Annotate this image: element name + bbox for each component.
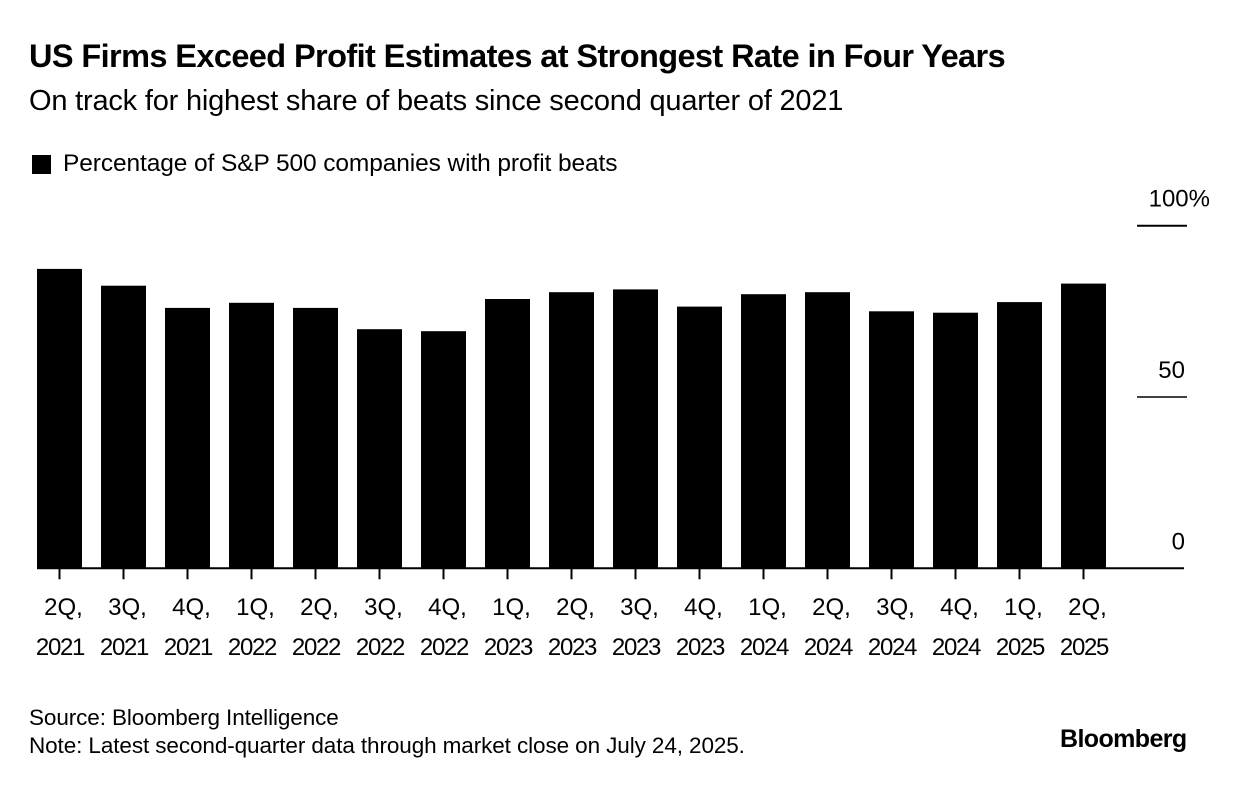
- bar-3Q-2024: [869, 311, 914, 569]
- x-tick-label-quarter: 2Q,: [1068, 594, 1107, 621]
- legend: Percentage of S&P 500 companies with pro…: [32, 149, 618, 178]
- bar-4Q-2023: [677, 306, 722, 569]
- y-axis: 100% 50 0: [1137, 186, 1210, 555]
- footnote: Note: Latest second-quarter data through…: [29, 733, 745, 758]
- bar-1Q-2023: [485, 299, 530, 569]
- x-tick-label-quarter: 3Q,: [876, 594, 915, 621]
- bar-3Q-2023: [613, 289, 658, 569]
- x-tick-label-year: 2023: [548, 634, 597, 661]
- x-tick-label-year: 2024: [932, 634, 981, 661]
- bar-1Q-2025: [997, 302, 1042, 569]
- bar-3Q-2022: [357, 329, 402, 569]
- bar-2Q-2023: [549, 292, 594, 569]
- x-tick-label-year: 2024: [804, 634, 853, 661]
- x-tick-label-year: 2023: [612, 634, 661, 661]
- x-tick-label-year: 2024: [868, 634, 917, 661]
- source-note: Source: Bloomberg Intelligence: [29, 705, 339, 730]
- chart-title: US Firms Exceed Profit Estimates at Stro…: [29, 38, 1006, 74]
- x-tick-label-year: 2021: [164, 634, 213, 661]
- chart-subtitle: On track for highest share of beats sinc…: [29, 85, 844, 117]
- x-tick-label-quarter: 4Q,: [940, 594, 979, 621]
- x-tick-label-year: 2025: [996, 634, 1045, 661]
- legend-swatch-icon: [32, 154, 51, 174]
- bar-3Q-2021: [101, 285, 146, 569]
- bar-4Q-2024: [933, 312, 978, 569]
- x-tick-label-year: 2024: [740, 634, 789, 661]
- bar-4Q-2021: [165, 307, 210, 569]
- y-tick-label: 0: [1172, 528, 1185, 555]
- x-axis: 2Q, 2021 3Q, 2021 4Q, 2021 1Q, 2022 2Q, 2022 3Q, 20…: [36, 567, 1184, 661]
- x-tick-label-quarter: 4Q,: [684, 594, 723, 621]
- x-tick-label-year: 2025: [1060, 634, 1109, 661]
- bar-2Q-2024: [805, 292, 850, 569]
- x-tick-label-year: 2021: [100, 634, 149, 661]
- x-tick-label-quarter: 1Q,: [748, 594, 787, 621]
- x-tick-label-year: 2022: [228, 634, 277, 661]
- y-tick-label: 50: [1158, 357, 1185, 384]
- x-tick-label-quarter: 3Q,: [620, 594, 659, 621]
- x-tick-label-quarter: 4Q,: [172, 594, 211, 621]
- x-tick-label-year: 2022: [292, 634, 341, 661]
- x-tick-label-quarter: 2Q,: [556, 594, 595, 621]
- x-tick-label-quarter: 2Q,: [300, 594, 339, 621]
- x-tick-label-year: 2021: [36, 634, 85, 661]
- bar-2Q-2022: [293, 307, 338, 569]
- x-tick-label-year: 2023: [484, 634, 533, 661]
- x-tick-label-year: 2022: [420, 634, 469, 661]
- bar-4Q-2022: [421, 331, 466, 569]
- footer: Source: Bloomberg Intelligence Note: Lat…: [29, 704, 745, 760]
- x-tick-label-quarter: 4Q,: [428, 594, 467, 621]
- bloomberg-logo: Bloomberg: [1060, 725, 1187, 753]
- bar-2Q-2025: [1061, 283, 1106, 569]
- bar-1Q-2022: [229, 302, 274, 569]
- x-tick-label-year: 2022: [356, 634, 405, 661]
- x-tick-label-quarter: 1Q,: [236, 594, 275, 621]
- x-tick-label-quarter: 3Q,: [108, 594, 147, 621]
- legend-label: Percentage of S&P 500 companies with pro…: [63, 149, 618, 177]
- bars-group: [37, 268, 1106, 569]
- y-tick-label: 100%: [1149, 186, 1210, 213]
- x-tick-label-quarter: 1Q,: [1004, 594, 1043, 621]
- x-tick-label-quarter: 3Q,: [364, 594, 403, 621]
- x-tick-label-quarter: 2Q,: [812, 594, 851, 621]
- x-tick-label-quarter: 1Q,: [492, 594, 531, 621]
- bar-1Q-2024: [741, 294, 786, 569]
- bar-2Q-2021: [37, 268, 82, 569]
- x-tick-label-quarter: 2Q,: [44, 594, 83, 621]
- x-tick-label-year: 2023: [676, 634, 725, 661]
